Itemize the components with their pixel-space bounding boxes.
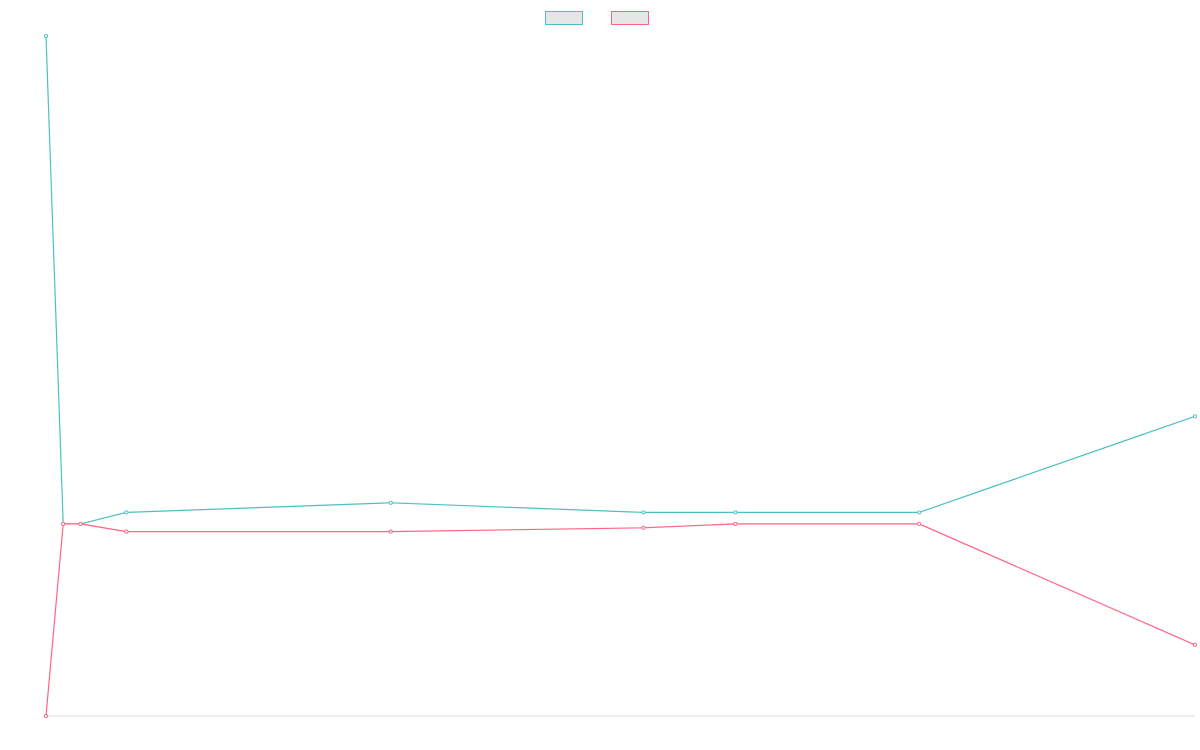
series-2-point-3[interactable] [78,521,83,526]
series-2-point-6[interactable] [641,525,646,530]
series-2-point-8[interactable] [917,521,922,526]
series-2-point-2[interactable] [61,521,66,526]
series-2-point-7[interactable] [733,521,738,526]
series-group [43,33,1198,719]
series-1-point-7[interactable] [733,510,738,515]
series-2-point-5[interactable] [388,529,393,534]
series-2-point-1[interactable] [43,713,49,719]
series-line-2 [45,523,1196,717]
legend-item-series-2[interactable] [611,9,655,27]
legend-item-series-1[interactable] [545,9,589,27]
series-1-point-6[interactable] [641,510,646,515]
series-1-point-4[interactable] [124,510,129,515]
series-1-point-5[interactable] [388,500,393,505]
legend-swatch-series-2 [611,11,649,25]
series-1-point-9[interactable] [1192,414,1198,419]
chart-legend [0,9,1200,27]
series-2-point-9[interactable] [1192,642,1198,647]
series-line-1 [45,35,1196,525]
series-1-point-1[interactable] [43,33,49,39]
series-2-point-4[interactable] [124,529,129,534]
legend-swatch-series-1 [545,11,583,25]
series-1-point-8[interactable] [917,510,922,515]
